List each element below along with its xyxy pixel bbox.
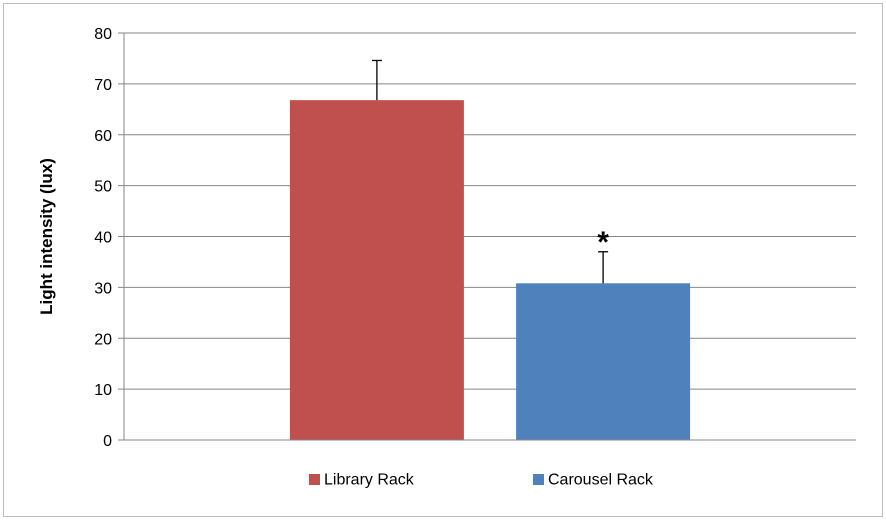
legend: Library Rack Carousel Rack xyxy=(309,472,654,489)
legend-label: Library Rack xyxy=(324,472,415,489)
annotations: * xyxy=(597,226,609,259)
y-tick-label: 60 xyxy=(94,128,112,145)
legend-swatch xyxy=(533,474,544,485)
y-tick-label: 20 xyxy=(94,331,112,348)
y-tick-label: 50 xyxy=(94,179,112,196)
error-bars xyxy=(371,59,609,284)
y-tick-label: 10 xyxy=(94,382,112,399)
y-tick-label: 70 xyxy=(94,77,112,94)
y-tick-label: 30 xyxy=(94,280,112,297)
bars xyxy=(289,100,691,440)
y-axis-label: Light intensity (lux) xyxy=(37,158,56,315)
y-tick-label: 0 xyxy=(103,433,112,450)
significance-marker: * xyxy=(597,226,609,259)
legend-swatch xyxy=(309,474,320,485)
bar-carousel-rack xyxy=(516,283,691,440)
y-tick-label: 40 xyxy=(94,230,112,247)
gridlines xyxy=(124,32,856,390)
y-tick-label: 80 xyxy=(94,26,112,43)
legend-label: Carousel Rack xyxy=(548,472,654,489)
y-axis-ticks: 0 10 20 30 40 50 60 70 80 xyxy=(94,26,124,450)
bar-library-rack xyxy=(289,100,464,440)
